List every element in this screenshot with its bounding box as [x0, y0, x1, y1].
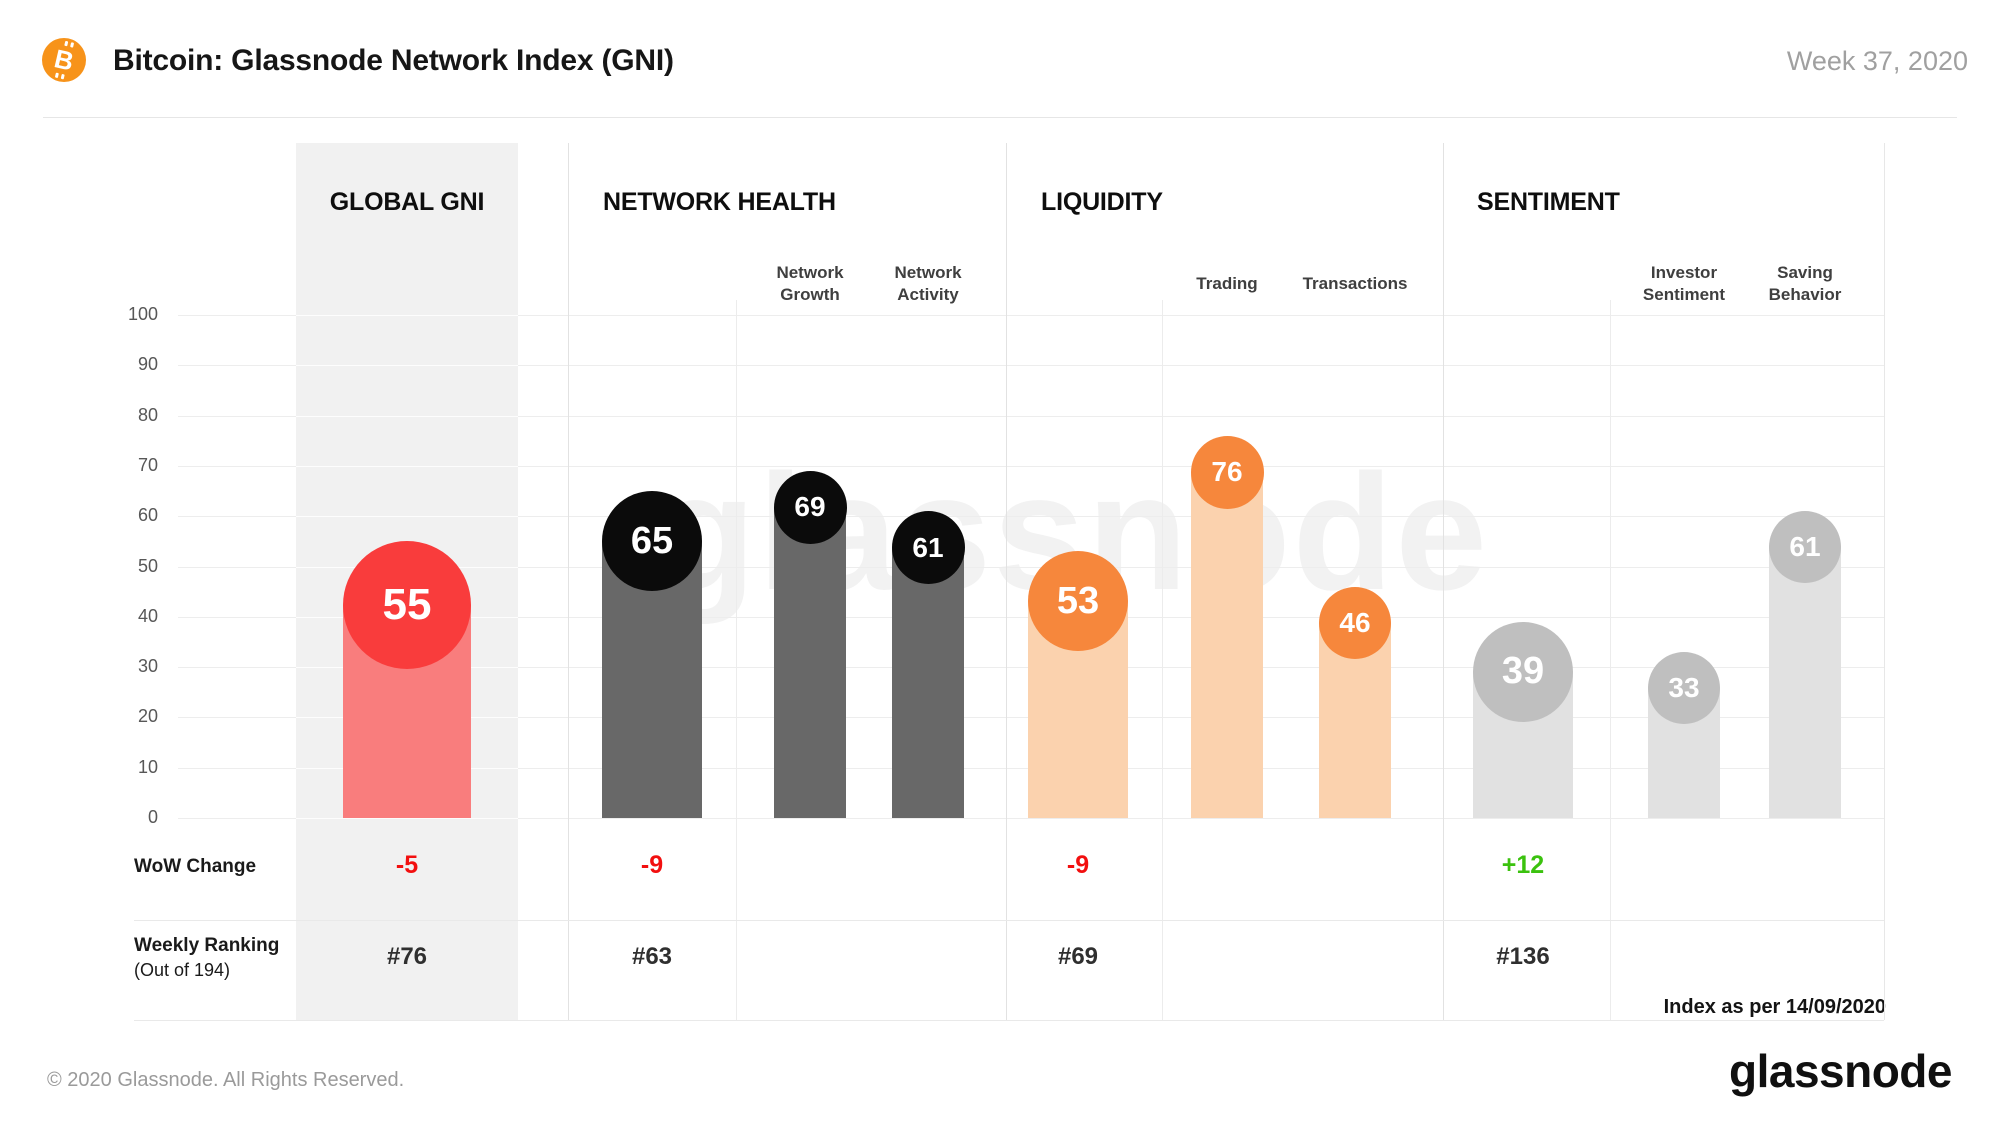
sub-column-divider	[1162, 300, 1163, 1020]
bitcoin-icon: B	[42, 38, 86, 82]
bar-column-label: Trading	[1196, 274, 1258, 293]
lollipop-circle: 33	[1648, 652, 1720, 724]
section-header: LIQUIDITY	[1041, 188, 1163, 216]
header-divider	[43, 117, 1957, 118]
lollipop-circle: 76	[1190, 435, 1264, 509]
weekly-ranking-label-line: Weekly Ranking	[134, 935, 280, 956]
wow-change-value: -9	[1066, 851, 1090, 879]
bar-column-label: Saving Behavior	[1768, 263, 1842, 304]
y-tick-label: 0	[147, 807, 158, 827]
section-header: SENTIMENT	[1477, 188, 1620, 216]
rows-separator	[134, 920, 1884, 921]
wow-change-value: +12	[1501, 851, 1545, 879]
bar-column-label: Transactions	[1302, 274, 1408, 293]
lollipop-circle: 61	[1769, 511, 1841, 584]
weekly-ranking-row-label: Weekly Ranking (Out of 194)	[134, 934, 279, 982]
section-header: NETWORK HEALTH	[603, 188, 836, 216]
grid-line	[178, 415, 1884, 417]
glassnode-logo: glassnode	[1728, 1045, 1953, 1097]
lollipop-circle: 65	[602, 491, 702, 592]
period-label: Week 37, 2020	[1786, 46, 1968, 76]
grid-line-highlight-segment	[296, 516, 518, 518]
lollipop-circle: 69	[773, 470, 847, 544]
wow-change-value: -9	[640, 851, 664, 879]
lollipop-circle: 46	[1319, 586, 1391, 659]
lollipop-bar	[774, 507, 846, 818]
section-header: GLOBAL GNI	[329, 188, 485, 216]
grid-line-highlight-segment	[296, 315, 518, 316]
lollipop-circle: 61	[891, 511, 965, 585]
grid-line	[178, 516, 1884, 518]
table-bottom-border	[134, 1020, 1884, 1021]
bar-column-label: Investor Sentiment	[1642, 263, 1726, 304]
lollipop-circle: 53	[1028, 551, 1128, 652]
grid-line	[178, 818, 1884, 819]
wow-change-value: -5	[395, 851, 419, 879]
y-tick-label: 10	[137, 756, 158, 777]
y-tick-label: 100	[127, 304, 158, 324]
grid-line	[178, 365, 1884, 367]
copyright-text: © 2020 Glassnode. All Rights Reserved.	[47, 1069, 405, 1091]
grid-line-highlight-segment	[296, 415, 518, 417]
lollipop-bar	[892, 547, 964, 818]
weekly-ranking-value: #69	[1057, 943, 1099, 970]
y-tick-label: 40	[137, 605, 158, 626]
lollipop-bar	[1769, 547, 1841, 818]
bar-column-label: Network Activity	[894, 263, 962, 304]
section-divider	[1006, 143, 1007, 1020]
page-title: Bitcoin: Glassnode Network Index (GNI)	[113, 44, 674, 77]
grid-line-highlight-segment	[296, 465, 518, 467]
y-tick-label: 70	[137, 454, 158, 475]
grid-line	[178, 315, 1884, 316]
weekly-ranking-sublabel: (Out of 194)	[134, 960, 231, 980]
y-tick-label: 80	[137, 404, 158, 425]
weekly-ranking-value: #76	[386, 943, 428, 970]
chart-right-border	[1884, 143, 1885, 1020]
y-tick-label: 30	[137, 656, 158, 677]
wow-change-row-label: WoW Change	[134, 856, 257, 877]
y-tick-label: 90	[137, 354, 158, 375]
lollipop-circle: 55	[343, 541, 471, 670]
weekly-ranking-value: #136	[1496, 943, 1550, 970]
sub-column-divider	[1610, 300, 1611, 1020]
index-date-note: Index as per 14/09/2020	[1663, 996, 1886, 1018]
weekly-ranking-value: #63	[631, 943, 673, 970]
lollipop-bar	[1191, 472, 1263, 818]
grid-line-highlight-segment	[296, 365, 518, 367]
section-divider	[1443, 143, 1444, 1020]
bar-column-label: Network Growth	[776, 263, 844, 304]
grid-line	[178, 566, 1884, 568]
lollipop-circle: 39	[1473, 621, 1573, 722]
section-divider	[568, 143, 569, 1020]
grid-line	[178, 465, 1884, 467]
grid-line-highlight-segment	[296, 818, 518, 819]
y-tick-label: 60	[137, 505, 158, 526]
y-tick-label: 50	[137, 555, 158, 576]
bitcoin-b-glyph: B	[38, 34, 91, 87]
sub-column-divider	[736, 300, 737, 1020]
y-tick-label: 20	[137, 706, 158, 727]
